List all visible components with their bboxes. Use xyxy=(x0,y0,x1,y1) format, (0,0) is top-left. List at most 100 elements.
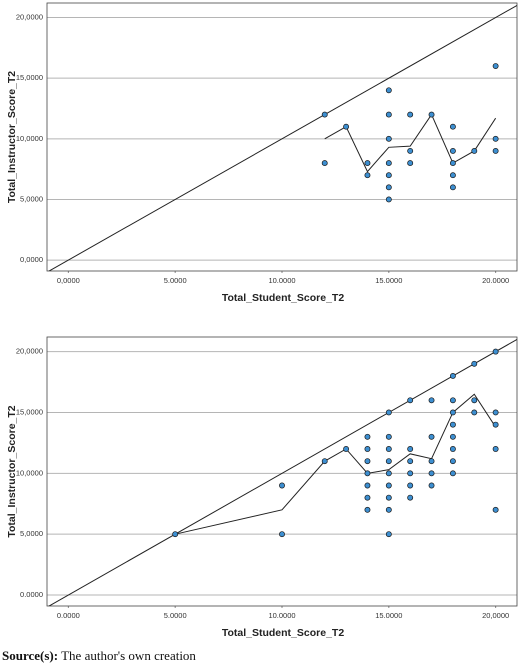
x-tick-label: 0.0000 xyxy=(57,611,80,620)
point xyxy=(428,111,435,118)
point xyxy=(385,172,392,179)
x-tick-label: 20,0000 xyxy=(482,611,509,620)
point xyxy=(364,506,371,513)
point xyxy=(385,531,392,538)
point xyxy=(321,160,328,167)
point xyxy=(492,446,499,452)
point xyxy=(385,135,392,142)
point xyxy=(428,482,435,489)
y-tick-label: 15,0000 xyxy=(16,407,43,416)
fit-line xyxy=(324,113,497,173)
point xyxy=(364,172,371,179)
y-tick-label: 0.0000 xyxy=(20,590,43,599)
plot-frame xyxy=(46,336,518,607)
point xyxy=(321,111,328,118)
x-tick-label: 20.0000 xyxy=(482,276,509,285)
caption-text: The author's own creation xyxy=(61,648,196,663)
caption: Source(s): The author's own creation xyxy=(2,648,196,664)
point xyxy=(385,184,392,191)
y-tick-label: 15,0000 xyxy=(16,73,43,82)
point xyxy=(385,446,392,452)
point xyxy=(471,147,478,154)
point xyxy=(385,470,392,477)
point xyxy=(449,184,456,191)
point xyxy=(471,397,478,404)
x-tick-label: 10.0000 xyxy=(268,276,295,285)
point xyxy=(449,470,456,477)
y-tick-label: 10,0000 xyxy=(16,468,43,477)
point xyxy=(364,470,371,477)
point xyxy=(172,531,179,538)
point xyxy=(364,494,371,501)
point xyxy=(385,87,392,94)
point xyxy=(449,172,456,179)
point xyxy=(407,470,414,477)
point xyxy=(449,446,456,452)
point xyxy=(321,458,328,465)
point xyxy=(364,446,371,452)
point xyxy=(471,409,478,416)
chart: 0.0000 5,0000 10,0000 15,0000 20,0000 0.0000 5… xyxy=(6,336,518,639)
point xyxy=(385,160,392,167)
point xyxy=(407,482,414,489)
point xyxy=(449,147,456,154)
y-tick-label: 5,0000 xyxy=(20,529,43,538)
point xyxy=(492,421,499,428)
point xyxy=(364,433,371,440)
point xyxy=(449,373,456,379)
point xyxy=(428,458,435,465)
fit-line xyxy=(175,393,497,535)
point xyxy=(279,482,285,489)
point xyxy=(492,348,499,355)
point xyxy=(385,506,392,513)
x-tick-label: 10.0000 xyxy=(268,611,295,620)
x-tick-label: 15.0000 xyxy=(375,276,402,285)
x-axis-title: Total_Student_Score_T2 xyxy=(222,627,344,639)
point xyxy=(385,111,392,118)
point xyxy=(471,360,478,367)
y-tick-label: 20,0000 xyxy=(16,13,43,22)
point xyxy=(407,160,414,167)
point xyxy=(492,135,499,142)
x-tick-label: 15.0000 xyxy=(375,611,402,620)
point xyxy=(364,458,371,465)
y-tick-label: 5,0000 xyxy=(20,194,43,203)
identity-line xyxy=(48,338,517,606)
charts: 0,0000 5,0000 10,0000 15,0000 20,0000 0,0000 5… xyxy=(6,2,518,639)
y-axis-title: Total_Instructor_Score_T2 xyxy=(6,405,18,537)
point xyxy=(385,409,392,416)
point xyxy=(449,160,456,167)
point xyxy=(385,458,392,465)
y-axis-title: Total_Instructor_Score_T2 xyxy=(6,71,18,203)
point xyxy=(385,494,392,501)
x-tick-label: 0,0000 xyxy=(57,276,80,285)
point xyxy=(492,63,499,70)
point xyxy=(428,433,435,440)
x-tick-label: 5.0000 xyxy=(164,276,187,285)
point xyxy=(343,446,350,452)
point xyxy=(449,433,456,440)
point xyxy=(407,147,414,154)
point xyxy=(449,397,456,404)
point xyxy=(449,409,456,416)
point xyxy=(492,506,499,513)
point xyxy=(449,421,456,428)
point xyxy=(407,494,414,501)
point xyxy=(449,458,456,465)
point xyxy=(449,123,456,130)
point xyxy=(407,458,414,465)
caption-label: Source(s): xyxy=(2,648,59,663)
point xyxy=(343,123,350,130)
point xyxy=(428,397,435,404)
y-tick-label: 0,0000 xyxy=(20,255,43,264)
point xyxy=(428,470,435,477)
point xyxy=(407,397,414,404)
point xyxy=(279,531,285,538)
point xyxy=(364,482,371,489)
point xyxy=(492,409,499,416)
point xyxy=(385,433,392,440)
point xyxy=(385,482,392,489)
y-tick-label: 20,0000 xyxy=(16,347,43,356)
point xyxy=(492,147,499,154)
